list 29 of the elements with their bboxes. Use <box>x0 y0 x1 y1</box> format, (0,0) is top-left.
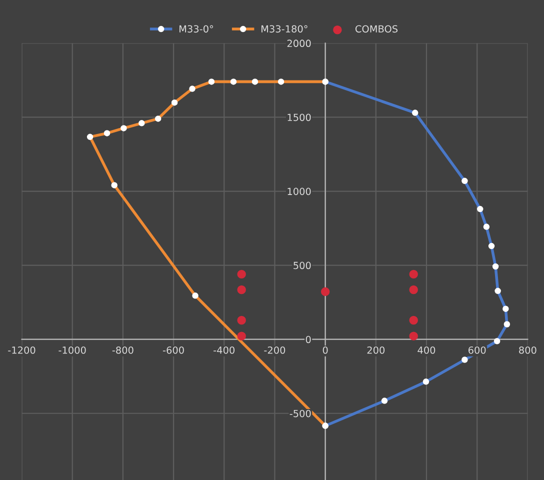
x-tick-label: -600 <box>162 346 184 354</box>
x-tick-label: -1000 <box>58 346 86 354</box>
y-tick-label: 1000 <box>288 188 311 196</box>
y-tick-label: 1500 <box>288 114 311 122</box>
legend-label: M33-0° <box>180 25 213 33</box>
y-tick-label: 0 <box>306 336 311 344</box>
x-tick-label: -800 <box>112 346 134 354</box>
x-tick-label: -400 <box>214 346 235 354</box>
y-tick-label: -500 <box>290 410 311 418</box>
legend-label: M33-180° <box>262 25 308 33</box>
point <box>409 285 418 294</box>
x-tick-label: 400 <box>418 346 436 354</box>
legend-label: COMBOS <box>355 25 398 33</box>
x-tick-label: 600 <box>468 346 486 354</box>
y-tick-label: 500 <box>294 262 311 270</box>
x-tick-label: 800 <box>519 346 536 354</box>
point <box>409 270 418 279</box>
point <box>237 316 246 325</box>
point <box>409 332 418 340</box>
x-tick-label: 200 <box>367 346 385 354</box>
x-tick-label: 0 <box>322 346 328 354</box>
point <box>409 316 418 325</box>
y-tick-label: 2000 <box>287 40 311 48</box>
point <box>320 287 330 296</box>
point <box>237 332 246 340</box>
point <box>237 285 246 294</box>
x-tick-label: -1200 <box>8 346 36 354</box>
point <box>237 270 246 279</box>
x-tick-label: -200 <box>264 346 286 354</box>
